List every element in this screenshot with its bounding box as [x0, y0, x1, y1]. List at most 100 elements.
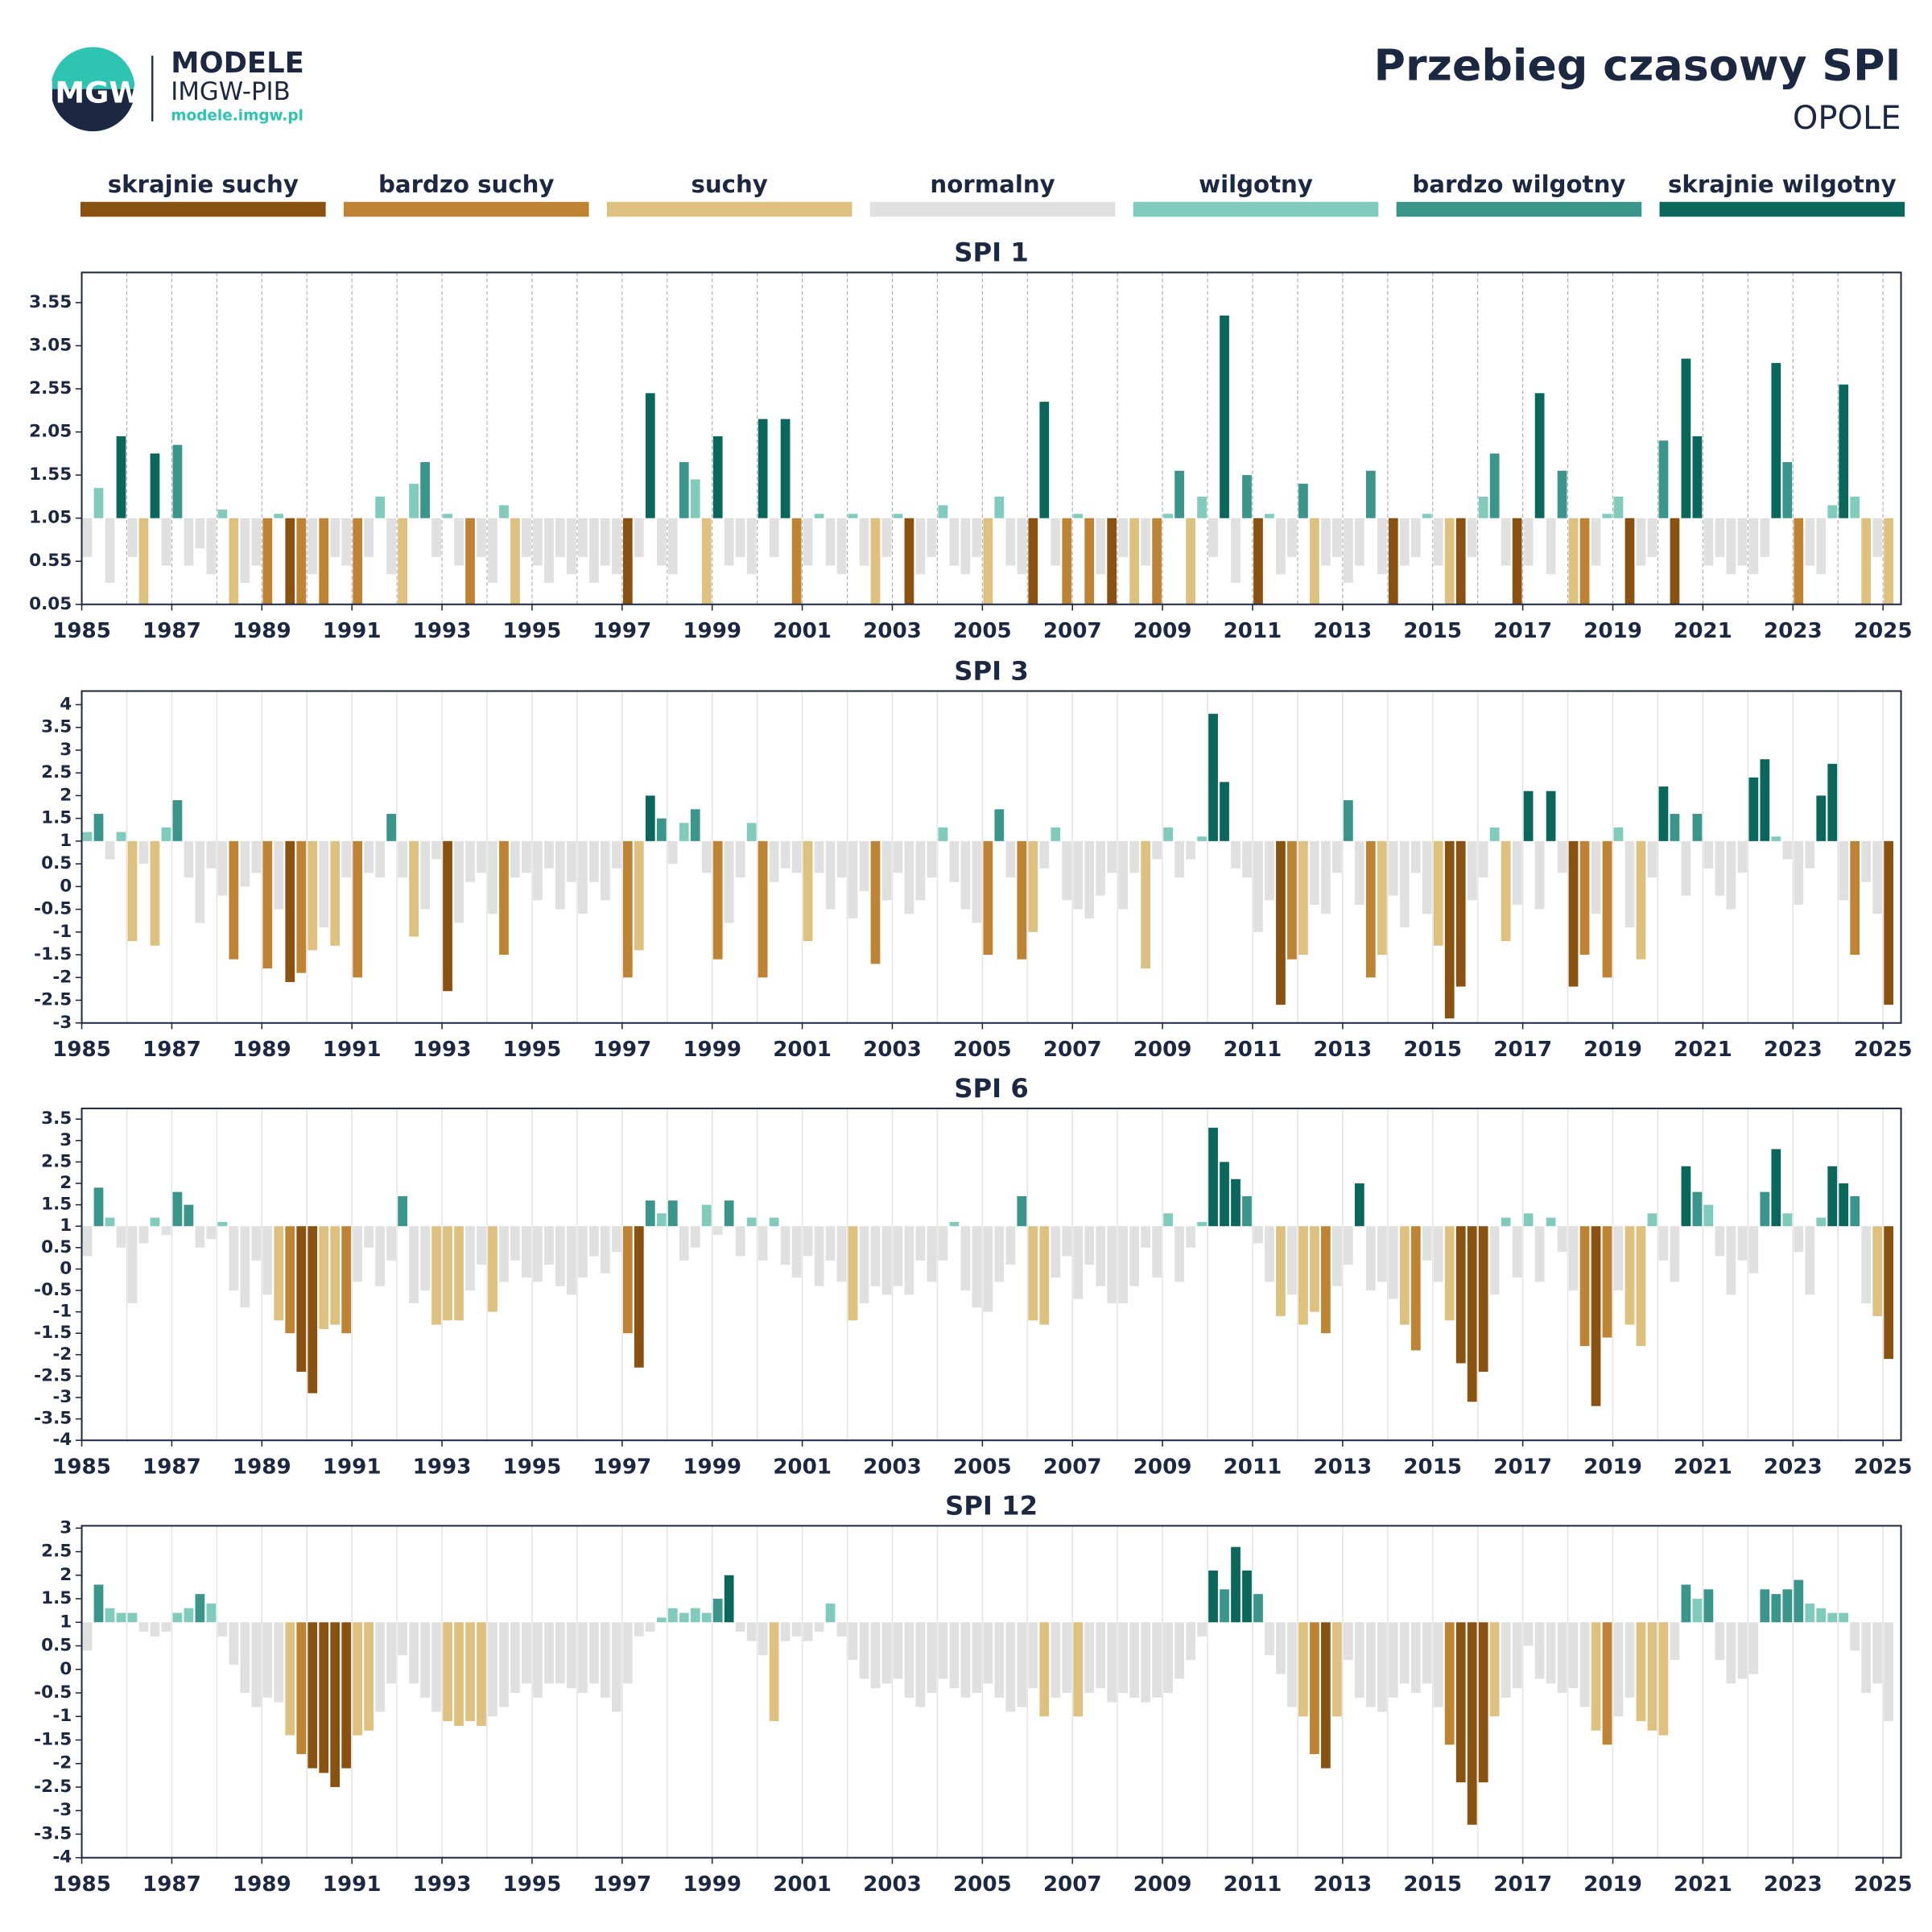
bar [1591, 1622, 1601, 1731]
bar [1703, 1589, 1714, 1623]
bar [522, 840, 531, 873]
bar [420, 840, 430, 910]
bar [308, 1226, 318, 1393]
bar [1681, 840, 1691, 896]
x-tick-label: 1995 [503, 619, 562, 643]
bar [1872, 1622, 1883, 1684]
bar [1005, 518, 1016, 566]
bar [375, 496, 386, 518]
x-tick-label: 2009 [1133, 619, 1192, 643]
bar [949, 1622, 960, 1689]
bar [1298, 1226, 1308, 1325]
bar [1298, 1622, 1308, 1717]
bar [746, 518, 757, 575]
bar [814, 514, 824, 518]
bar [1726, 1622, 1736, 1684]
legend-swatch [1659, 201, 1905, 217]
bar [1276, 518, 1286, 575]
bar [1703, 840, 1714, 869]
bar [184, 840, 194, 878]
bar [1760, 1191, 1770, 1227]
y-tick-label: 0.55 [29, 551, 72, 571]
bar [1872, 840, 1883, 914]
bar [1579, 840, 1590, 956]
bar [105, 840, 115, 860]
bar [398, 840, 407, 878]
y-tick-label: 0 [60, 876, 72, 896]
bar [578, 1622, 588, 1694]
bar [82, 832, 93, 841]
bar [567, 840, 576, 882]
bar [161, 518, 171, 566]
bar [1613, 1226, 1624, 1291]
bar [735, 518, 745, 557]
bar [915, 1226, 926, 1261]
bar [1220, 1589, 1229, 1623]
legend-label: skrajnie suchy [108, 171, 299, 198]
bar [972, 1622, 982, 1694]
bar [1579, 1622, 1590, 1707]
bar [1467, 1226, 1477, 1402]
bar [859, 1226, 869, 1303]
bar [1253, 518, 1263, 605]
bar [1118, 518, 1129, 557]
bar [769, 1217, 779, 1227]
bar [870, 1226, 881, 1286]
y-tick-label: 1 [60, 1612, 72, 1632]
bar [409, 1226, 419, 1303]
bar [1276, 1226, 1286, 1316]
logo-text: IMGW [44, 75, 142, 109]
bar [1794, 1226, 1804, 1253]
bar [1332, 518, 1342, 557]
bar [82, 1226, 93, 1257]
bar [499, 1622, 509, 1707]
bar [206, 1226, 217, 1240]
bar [904, 840, 914, 914]
panel-title: SPI 1 [954, 237, 1029, 267]
x-tick-label: 1999 [683, 1872, 741, 1897]
bar [1231, 1546, 1241, 1623]
bar [1827, 1612, 1838, 1623]
bar [319, 1622, 329, 1773]
bar [533, 840, 543, 901]
bar [622, 1622, 633, 1684]
bar [1748, 1226, 1759, 1274]
bar [1467, 1622, 1477, 1825]
bar [690, 1608, 700, 1623]
bar [611, 1226, 621, 1253]
bar [1310, 1226, 1319, 1312]
bar [1242, 840, 1252, 878]
bar [904, 518, 914, 605]
y-tick-label: 1.5 [41, 1588, 72, 1608]
logo-lower [51, 89, 135, 132]
y-tick-label: -0.5 [34, 1682, 72, 1703]
y-tick-label: -1.5 [34, 1323, 72, 1343]
bar [893, 1226, 903, 1286]
bar [1186, 840, 1195, 860]
x-tick-label: 2019 [1583, 619, 1642, 643]
bar [1197, 1221, 1207, 1227]
bar [1546, 791, 1556, 841]
bar [1872, 518, 1883, 557]
bar [735, 1226, 745, 1257]
bar [1017, 1195, 1027, 1227]
bar [1208, 713, 1218, 841]
y-tick-label: 2 [60, 1173, 72, 1193]
plot-frame [80, 271, 1902, 605]
bar [1872, 1226, 1883, 1316]
bar [296, 840, 307, 973]
bar [588, 1622, 599, 1684]
y-tick-label: 2.5 [41, 762, 72, 782]
bar [1377, 840, 1387, 956]
bar [1242, 475, 1252, 518]
bar [803, 840, 813, 942]
bar [184, 1204, 194, 1227]
bar [1073, 1226, 1084, 1299]
x-tick-label: 2021 [1674, 1455, 1732, 1480]
bar [127, 518, 138, 557]
bar [949, 840, 960, 882]
bar [600, 840, 610, 901]
bar [443, 840, 452, 992]
bar [904, 1622, 914, 1698]
bar [780, 419, 791, 518]
